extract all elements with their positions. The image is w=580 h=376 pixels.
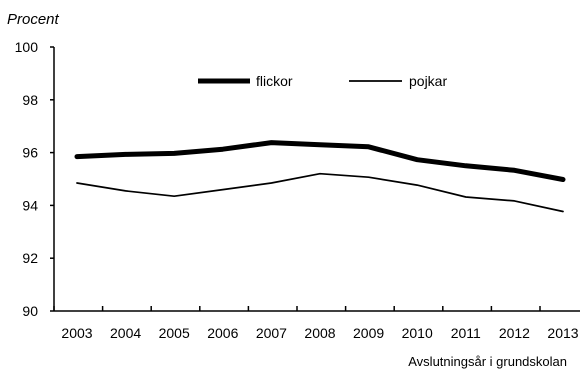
x-tick-label: 2009 <box>353 325 384 341</box>
y-tick-label: 94 <box>22 197 38 213</box>
x-tick-label: 2005 <box>159 325 190 341</box>
x-tick-label: 2011 <box>451 325 481 341</box>
legend-label-pojkar: pojkar <box>409 73 447 89</box>
y-tick-label: 100 <box>15 39 39 55</box>
x-tick-label: 2010 <box>402 325 433 341</box>
x-tick-label: 2013 <box>547 325 578 341</box>
series-layer <box>74 140 566 213</box>
x-tick-label: 2004 <box>110 325 141 341</box>
legend-label-flickor: flickor <box>256 73 293 89</box>
y-tick-label: 92 <box>22 250 38 266</box>
y-tick-label: 98 <box>22 92 38 108</box>
y-axis-title: Procent <box>7 11 60 28</box>
y-tick-label: 96 <box>22 145 38 161</box>
x-axis-title: Avslutningsår i grundskolan <box>408 354 567 369</box>
x-tick-label: 2007 <box>256 325 287 341</box>
y-axis-ticks: 90 92 94 96 98 100 <box>15 39 54 319</box>
series-line-pojkar <box>76 172 564 213</box>
x-tick-label: 2008 <box>304 325 335 341</box>
x-tick-label: 2006 <box>207 325 238 341</box>
x-axis-ticks: 2003 2004 2005 2006 2007 2008 2009 2010 2011 2012… <box>53 306 579 341</box>
x-tick-label: 2012 <box>499 325 530 341</box>
series-line-flickor <box>74 140 566 182</box>
x-tick-label: 2003 <box>61 325 92 341</box>
legend: flickor pojkar <box>198 73 447 89</box>
y-tick-label: 90 <box>22 303 38 319</box>
